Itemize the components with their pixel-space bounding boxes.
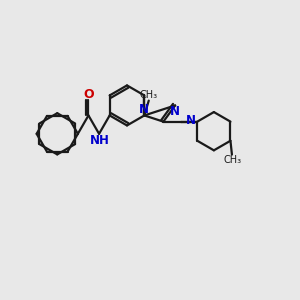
Text: N: N <box>186 114 196 127</box>
Text: CH₃: CH₃ <box>140 90 158 100</box>
Text: N: N <box>139 103 149 116</box>
Text: N: N <box>170 105 180 119</box>
Text: O: O <box>83 88 94 101</box>
Text: CH₃: CH₃ <box>224 155 242 165</box>
Text: NH: NH <box>90 134 110 147</box>
